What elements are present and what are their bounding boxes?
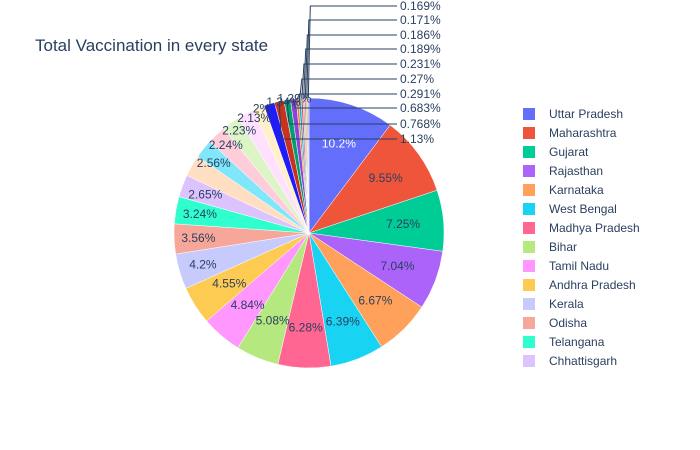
slice-label: 2.65%	[188, 187, 222, 201]
pie-slice	[307, 97, 310, 234]
legend-item-label: Karnataka	[549, 183, 604, 197]
pie-slice	[308, 124, 438, 234]
leader-line	[296, 93, 397, 99]
slice-label: 1.13%	[400, 132, 434, 146]
slice-label: 0.189%	[400, 42, 441, 56]
legend-item-label: Odisha	[549, 316, 587, 330]
leader-line	[301, 63, 397, 99]
legend-swatch	[523, 146, 535, 158]
legend-swatch	[523, 108, 535, 120]
legend-swatch	[523, 355, 535, 367]
legend-swatch	[523, 298, 535, 310]
slice-label: 2%	[253, 102, 271, 116]
slice-label: 1.34%	[266, 95, 300, 109]
legend-item-label: Gujarat	[549, 145, 589, 159]
slice-label: 0.768%	[400, 117, 441, 131]
legend-swatch	[523, 260, 535, 272]
slice-label: 10.2%	[322, 136, 356, 150]
legend-item-label: Telangana	[549, 335, 605, 349]
legend-item-label: Maharashtra	[549, 126, 617, 140]
pie-slices	[173, 97, 445, 369]
legend-swatch	[523, 127, 535, 139]
slice-label: 0.683%	[400, 101, 441, 115]
slice-label: 6.39%	[326, 314, 360, 328]
pie-slice-labels: 10.2% 9.55% 7.25% 7.04% 6.67% 6.39%6.28%5.08%…	[181, 0, 441, 334]
legend-swatch	[523, 222, 535, 234]
legend-swatch	[523, 184, 535, 196]
legend-item-label: Andhra Pradesh	[549, 278, 636, 292]
slice-label: 4.84%	[231, 298, 265, 312]
legend-item-label: Tamil Nadu	[549, 259, 609, 273]
legend-item-label: Madhya Pradesh	[549, 221, 640, 235]
leader-line	[303, 48, 397, 99]
legend-swatch	[523, 279, 535, 291]
slice-label: 0.171%	[400, 13, 441, 27]
slice-label: 0.169%	[400, 0, 441, 13]
slice-label: 2.24%	[209, 138, 243, 152]
slice-label: 7.25%	[386, 217, 420, 231]
chart-title: Total Vaccination in every state	[35, 36, 268, 55]
slice-label: 0.27%	[400, 72, 434, 86]
leader-line	[299, 78, 397, 99]
legend-item-label: Uttar Pradesh	[549, 107, 623, 121]
slice-label: 1.29%	[277, 91, 311, 105]
slice-label: 3.24%	[183, 207, 217, 221]
slice-label: 2.13%	[237, 111, 271, 125]
legend-item-label: Bihar	[549, 240, 577, 254]
legend-item-label: West Bengal	[549, 202, 617, 216]
slice-label: 6.28%	[289, 320, 323, 334]
slice-label: 0.231%	[400, 57, 441, 71]
slice-label: 4.2%	[189, 258, 217, 272]
leader-line	[286, 99, 397, 125]
leader-line	[307, 5, 397, 99]
legend-swatch	[523, 241, 535, 253]
legend-item-label: Kerala	[549, 297, 584, 311]
slice-label: 9.55%	[369, 171, 403, 185]
slice-label: 0.186%	[400, 28, 441, 42]
leader-line	[306, 19, 397, 99]
legend-swatch	[523, 203, 535, 215]
slice-label: 3.56%	[181, 231, 215, 245]
slice-label: 2.23%	[222, 123, 256, 137]
legend-item-label: Rajasthan	[549, 164, 603, 178]
slice-label: 0.291%	[400, 87, 441, 101]
leader-line	[292, 98, 397, 109]
legend-swatch	[523, 336, 535, 348]
slice-label: 4.55%	[212, 277, 246, 291]
slice-label: 6.67%	[358, 293, 392, 307]
legend-item-label: Chhattisgarh	[549, 354, 617, 368]
legend-swatch	[523, 317, 535, 329]
legend: Uttar Pradesh Maharashtra Gujarat Rajasthan…	[523, 107, 640, 368]
legend-swatch	[523, 165, 535, 177]
leader-line	[278, 101, 397, 140]
slice-label: 7.04%	[380, 259, 414, 273]
leader-line	[304, 34, 397, 99]
slice-label: 2.56%	[197, 156, 231, 170]
slice-label: 5.08%	[256, 313, 290, 327]
